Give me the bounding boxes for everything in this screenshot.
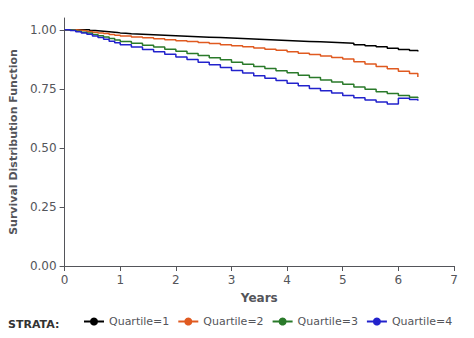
svg-text:0.50: 0.50 [30,141,57,155]
svg-text:4: 4 [283,273,291,287]
svg-text:Years: Years [240,291,278,305]
svg-text:Quartile=4: Quartile=4 [392,315,452,328]
svg-text:0: 0 [61,273,69,287]
svg-text:0.00: 0.00 [30,259,57,273]
svg-text:STRATA:: STRATA: [8,318,59,331]
svg-text:Quartile=1: Quartile=1 [109,315,169,328]
svg-text:3: 3 [228,273,236,287]
svg-text:6: 6 [395,273,403,287]
svg-text:0.25: 0.25 [30,200,57,214]
svg-text:Quartile=2: Quartile=2 [203,315,263,328]
svg-text:Survival Distribution Function: Survival Distribution Function [7,49,20,235]
svg-text:1: 1 [116,273,124,287]
svg-text:0.75: 0.75 [30,82,57,96]
svg-text:Quartile=3: Quartile=3 [298,315,358,328]
svg-text:1.00: 1.00 [30,23,57,37]
svg-text:7: 7 [450,273,458,287]
svg-text:5: 5 [339,273,347,287]
svg-text:2: 2 [172,273,180,287]
